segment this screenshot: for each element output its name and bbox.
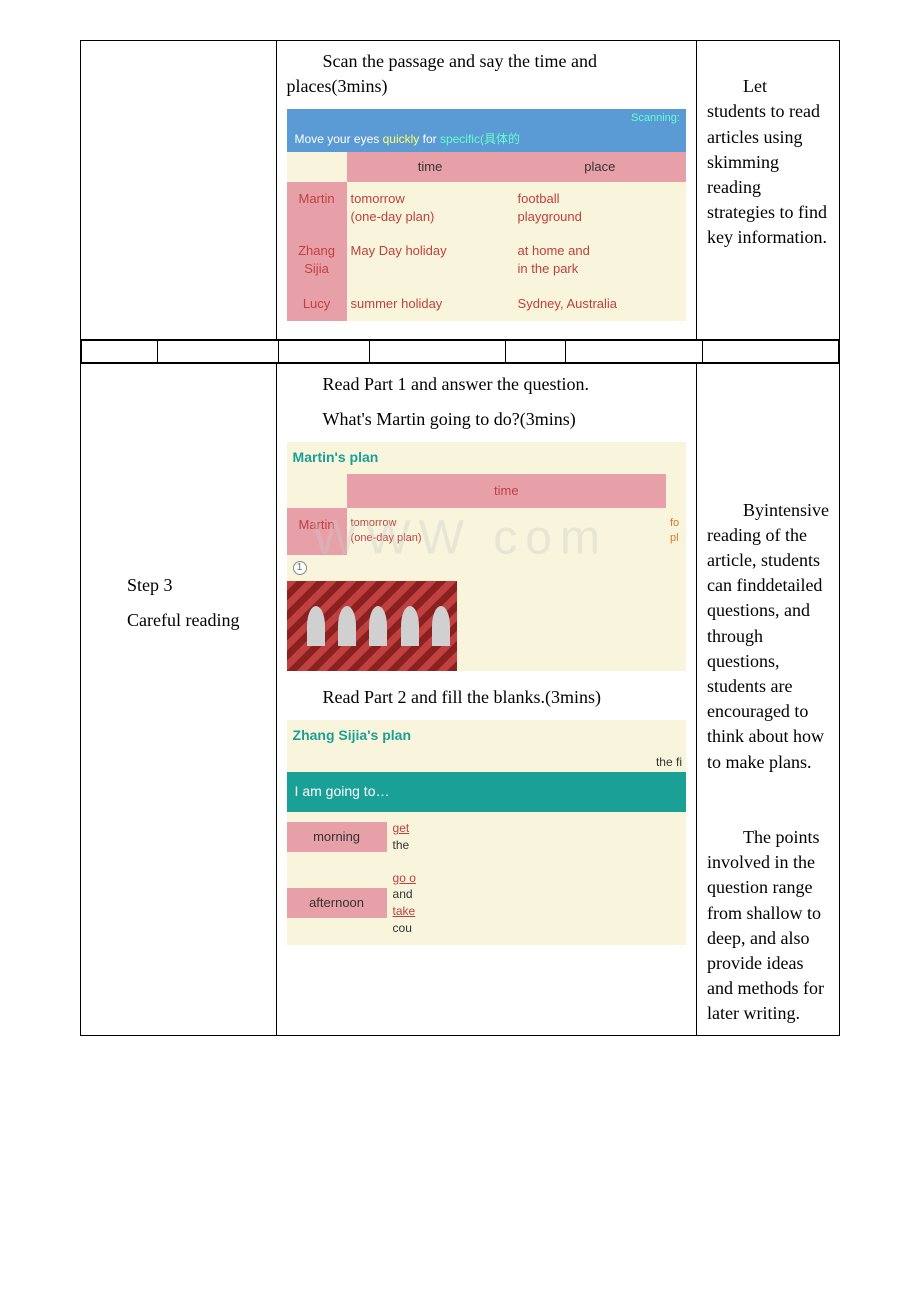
afternoon-activity: go o and take cou: [387, 866, 686, 941]
martin-mini-table: time Martin tomorrow (one-day plan) fo: [287, 474, 686, 555]
step3-sub: Careful reading: [91, 608, 266, 633]
mini-time1: tomorrow: [351, 517, 397, 529]
step3-cell: Step 3 Careful reading: [81, 363, 277, 1035]
crowd-image: [287, 581, 457, 671]
zhang-plan-slide: Zhang Sijia's plan the fi I am going to……: [287, 720, 686, 945]
mini-empty: [287, 474, 347, 508]
careful-purpose2: The points involved in the question rang…: [707, 825, 829, 1027]
person-icon: [338, 606, 356, 646]
spacer-1: [82, 340, 158, 362]
mini-martin-time: tomorrow (one-day plan): [347, 508, 666, 555]
zhang-place1: at home and: [518, 243, 590, 258]
careful-purpose1: Byintensive reading of the article, stud…: [707, 498, 829, 775]
martin-time2: (one-day plan): [351, 209, 435, 224]
mini-r1: fo: [670, 517, 679, 529]
header-cyan: specific(具体的: [440, 132, 520, 146]
scan-slide-header: Move your eyes quickly for specific(具体的: [287, 127, 686, 152]
part1-q: What's Martin going to do?(3mins): [287, 407, 686, 432]
mini-right: fo pl: [666, 508, 686, 555]
spacer-5: [505, 340, 566, 362]
morning-activity: get the: [387, 816, 686, 858]
scan-table: time place Martin tomorrow (one-day plan…: [287, 152, 686, 321]
zhang-name: Zhang Sijia: [287, 234, 347, 286]
zhang-title: Zhang Sijia's plan: [287, 720, 686, 752]
purpose-cell-careful: Byintensive reading of the article, stud…: [696, 363, 839, 1035]
part1-text: Read Part 1 and answer the question.: [287, 372, 686, 397]
martin-plan-title: Martin's plan: [287, 442, 686, 474]
morning-row: morning get the: [287, 812, 686, 862]
activity-cell-careful: Read Part 1 and answer the question. Wha…: [276, 363, 696, 1035]
martin-time: tomorrow (one-day plan): [347, 182, 514, 234]
morning-label: morning: [287, 822, 387, 852]
aft-a4: cou: [393, 921, 412, 935]
mini-right-col: [666, 474, 686, 508]
circled-1: 1: [293, 561, 307, 575]
header-mid: for: [419, 132, 440, 146]
morning-a2: the: [393, 838, 410, 852]
going-bar: I am going to…: [287, 772, 686, 812]
spacer-row: [81, 339, 840, 363]
scanning-label: Scanning:: [287, 109, 686, 126]
spacer-2: [157, 340, 278, 362]
lucy-place: Sydney, Australia: [514, 287, 686, 321]
afternoon-row: afternoon go o and take cou: [287, 862, 686, 945]
scan-slide: Scanning: Move your eyes quickly for spe…: [287, 109, 686, 320]
person-icon: [369, 606, 387, 646]
spacer-7: [702, 340, 838, 362]
morning-a1: get: [393, 821, 410, 835]
page: Scan the passage and say the time and pl…: [0, 0, 920, 1076]
place-header: place: [514, 152, 686, 182]
zhang-place: at home and in the park: [514, 234, 686, 286]
mini-r2: pl: [670, 532, 679, 544]
part2-text: Read Part 2 and fill the blanks.(3mins): [287, 685, 686, 710]
zhang-time: May Day holiday: [347, 234, 514, 286]
martin-time1: tomorrow: [351, 191, 405, 206]
lucy-name: Lucy: [287, 287, 347, 321]
spacer-6: [566, 340, 702, 362]
scan-purpose: Let students to read articles using skim…: [707, 74, 829, 250]
header-prefix: Move your eyes: [295, 132, 383, 146]
person-icon: [307, 606, 325, 646]
afternoon-label: afternoon: [287, 888, 387, 918]
person-icon: [401, 606, 419, 646]
aft-a3: take: [393, 904, 416, 918]
lucy-time: summer holiday: [347, 287, 514, 321]
person-icon: [432, 606, 450, 646]
purpose-cell-scan: Let students to read articles using skim…: [696, 41, 839, 340]
step3-title: Step 3: [91, 573, 266, 598]
lesson-plan-table: Scan the passage and say the time and pl…: [80, 40, 840, 1036]
aft-a2: and: [393, 887, 413, 901]
spacer-3: [278, 340, 369, 362]
header-yellow: quickly: [383, 132, 420, 146]
activity-cell-scan: Scan the passage and say the time and pl…: [276, 41, 696, 340]
spacer-4: [369, 340, 505, 362]
martin-place2: playground: [518, 209, 582, 224]
empty-corner: [287, 152, 347, 182]
the-fi: the fi: [287, 752, 686, 773]
martin-place: football playground: [514, 182, 686, 234]
mini-martin-name: Martin: [287, 508, 347, 555]
step-cell-empty: [81, 41, 277, 340]
aft-a1: go o: [393, 871, 416, 885]
mini-time-header: time: [347, 474, 666, 508]
martin-name: Martin: [287, 182, 347, 234]
zhang-place2: in the park: [518, 261, 579, 276]
scan-instruction: Scan the passage and say the time and pl…: [287, 49, 686, 99]
martin-place1: football: [518, 191, 560, 206]
time-header: time: [347, 152, 514, 182]
circled-num-wrap: 1: [287, 555, 686, 577]
martin-plan-slide: Martin's plan time Martin tomorrow (one-…: [287, 442, 686, 671]
mini-time2: (one-day plan): [351, 532, 422, 544]
